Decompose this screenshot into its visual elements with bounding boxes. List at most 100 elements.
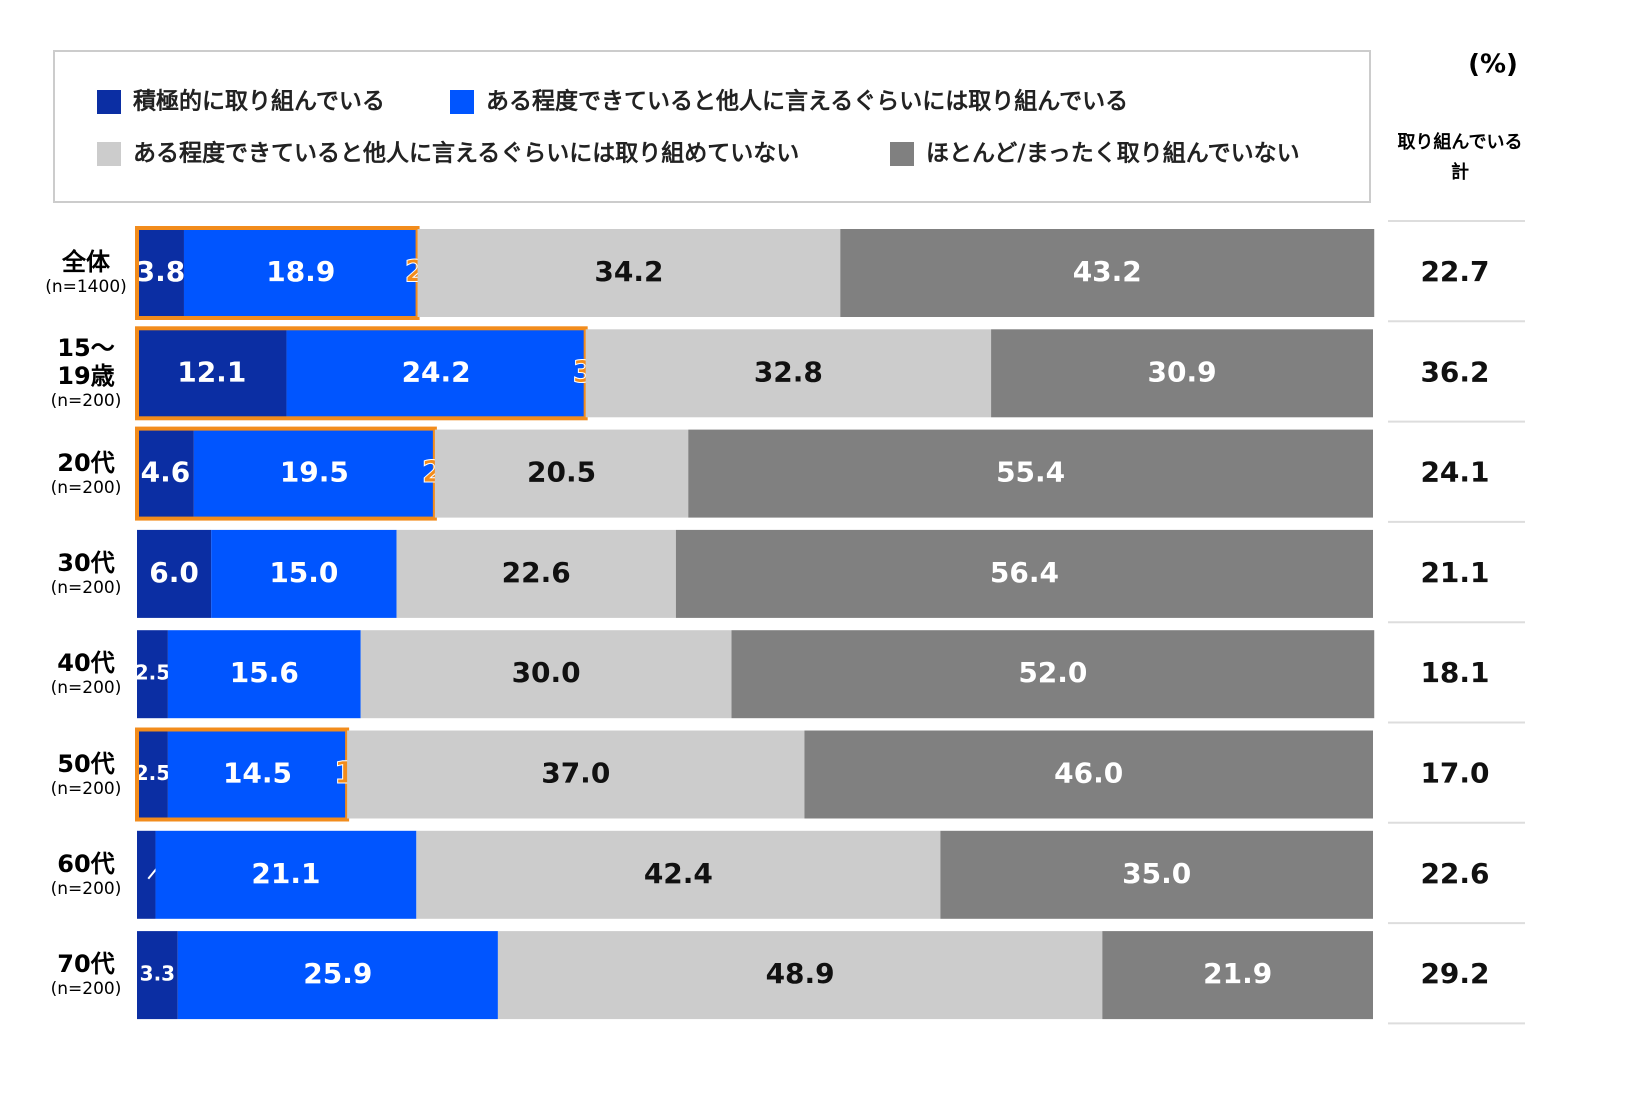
bar-segment [360,630,732,719]
bar-segment [137,630,168,719]
sample-size: (n=200) [50,391,122,412]
bar-segment [347,730,805,819]
total-label: 29.2 [1420,957,1489,990]
category-name: 70代 [57,950,115,979]
legend-box [53,50,1371,203]
sample-size: (n=200) [50,778,122,799]
category-label: 50代 (n=200) [40,750,132,800]
bar-segment [137,830,156,919]
bar-segment [137,229,184,317]
category-label: 30代 (n=200) [40,549,132,599]
legend-swatch [450,90,474,114]
sample-size: (n=200) [50,678,122,699]
value-label: 15.6 [230,656,299,689]
highlight-box [135,326,588,421]
value-label: 48.9 [766,957,835,990]
category-name: 50代 [57,749,115,778]
bar-segment [193,429,435,518]
category-label: 20代 (n=200) [40,449,132,499]
category-label: 15～19歳 (n=200) [40,334,132,412]
total-label: 22.6 [1420,857,1489,890]
value-label: 35.0 [1122,857,1191,890]
bar-segment [731,630,1375,719]
bar-segment [137,329,287,418]
category-name: 30代 [57,548,115,577]
bar-segment [416,830,941,919]
value-label: 2.5 [135,661,170,685]
category-label: 全体 (n=1400) [40,248,132,298]
bar-segment [804,730,1373,819]
value-label: 3.3 [140,962,175,986]
bar-segment [137,429,194,518]
value-label: 30.0 [512,656,581,689]
sample-size: (n=200) [50,477,122,498]
sample-size: (n=200) [50,979,122,1000]
total-label: 18.1 [1420,656,1489,689]
category-label: 70代 (n=200) [40,950,132,1000]
sample-size: (n=200) [50,577,122,598]
sample-size: (n=200) [50,878,122,899]
category-label: 60代 (n=200) [40,850,132,900]
total-label: 17.0 [1420,757,1489,790]
bar-segment [167,630,361,719]
bar-segment [177,931,498,1020]
bar-segment [585,329,992,418]
sample-size: (n=1400) [45,277,127,297]
value-label: 6.0 [149,556,199,589]
bar-segment [675,529,1373,618]
value-label: 12.1 [177,355,246,388]
value-label: 14.5 [223,757,292,790]
value-label: 25.9 [303,957,372,990]
value-label: 56.4 [990,556,1059,589]
total-label: 21.1 [1420,556,1489,589]
bar-segment [183,229,418,317]
value-label: 18.9 [266,255,335,288]
category-name: 20代 [57,448,115,477]
category-name: 60代 [57,849,115,878]
value-label: 34.2 [594,255,663,288]
unit-label: (%) [1468,50,1518,80]
value-label: 24.2 [402,355,471,388]
value-label: 52.0 [1018,656,1087,689]
bar-segment [396,529,676,618]
value-label: 55.4 [996,456,1065,489]
category-label: 40代 (n=200) [40,649,132,699]
total-label: 36.2 [1420,355,1489,388]
value-label: 15.0 [269,556,338,589]
legend-swatch [97,142,121,166]
bar-segment [137,529,212,618]
category-name: 全体 [62,248,110,276]
bar-segment [286,329,586,418]
value-label: 3.8 [136,255,186,288]
bar-segment [497,931,1103,1020]
bar-segment [155,830,417,919]
total-label: 22.7 [1420,255,1489,288]
bar-segment [991,329,1373,418]
legend-label: ほとんど/まったく取り組んでいない [926,140,1300,167]
value-label: 4.6 [141,456,191,489]
value-label: 42.4 [644,857,713,890]
bar-segment [434,429,689,518]
category-name: 40代 [57,649,115,678]
total-header: 取り組んでいる計 [1397,132,1523,183]
bar-segment [167,730,348,819]
bar-segment [840,229,1375,317]
legend-swatch [890,142,914,166]
value-label: 43.2 [1073,255,1142,288]
value-label: 2.5 [135,761,170,785]
bar-segment [137,931,178,1020]
legend-label: ある程度できていると他人に言えるぐらいには取り組めていない [133,140,799,167]
bar-segment [417,229,841,317]
bar-segment [137,730,168,819]
value-label: 32.8 [754,355,823,388]
bar-segment [211,529,397,618]
bar-segment [688,429,1373,518]
value-label: 21.1 [251,857,320,890]
value-label: 22.6 [502,556,571,589]
value-label: 30.9 [1147,355,1216,388]
value-label: 37.0 [541,757,610,790]
total-label: 24.1 [1420,456,1489,489]
value-label: 20.5 [527,456,596,489]
